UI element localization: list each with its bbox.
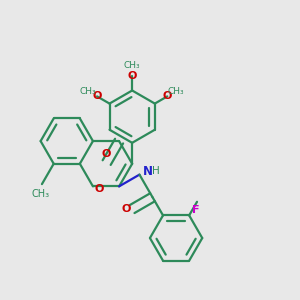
Text: H: H [152,166,160,176]
Text: O: O [121,204,131,214]
Text: CH₃: CH₃ [168,87,184,96]
Text: O: O [92,92,102,101]
Text: O: O [128,71,137,81]
Text: O: O [163,92,172,101]
Text: O: O [102,149,111,159]
Text: O: O [95,184,104,194]
Text: CH₃: CH₃ [80,87,96,96]
Text: CH₃: CH₃ [124,61,140,70]
Text: F: F [192,205,200,215]
Text: N: N [142,165,152,178]
Text: CH₃: CH₃ [32,190,50,200]
